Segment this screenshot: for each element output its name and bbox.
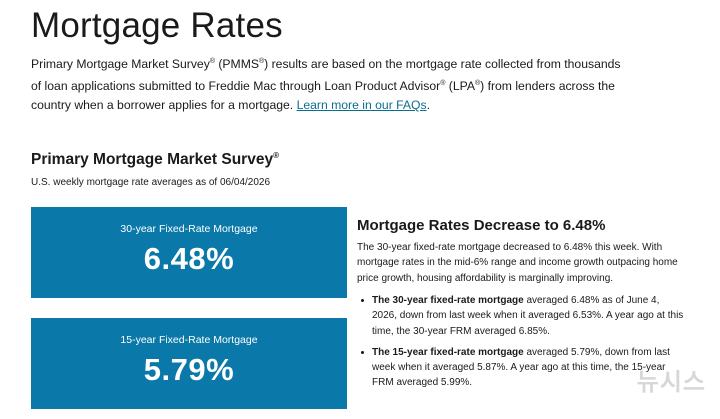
- intro-text: (LPA: [445, 79, 475, 94]
- rate-card-label: 30-year Fixed-Rate Mortgage: [120, 223, 258, 235]
- list-item: The 30-year fixed-rate mortgage averaged…: [357, 293, 687, 339]
- rate-card-30-year: 30-year Fixed-Rate Mortgage 6.48%: [31, 207, 347, 298]
- intro-text: ) results are based on the mortgage rate…: [31, 57, 621, 94]
- registered-mark: ®: [440, 80, 446, 88]
- rate-card-15-year: 15-year Fixed-Rate Mortgage 5.79%: [31, 318, 347, 409]
- summary-title: Mortgage Rates Decrease to 6.48%: [357, 217, 606, 234]
- as-of-date: U.S. weekly mortgage rate averages as of…: [31, 177, 271, 188]
- survey-title-text: Primary Mortgage Market Survey: [31, 151, 274, 169]
- bullet-text: averaged 5.79%, down from last week when…: [372, 346, 670, 389]
- intro-paragraph: Primary Mortgage Market Survey® (PMMS®) …: [31, 52, 621, 115]
- bullet-bold: The 30-year fixed-rate mortgage: [372, 295, 524, 306]
- bullet-text: averaged 6.48% as of June 4, 2026, down …: [372, 295, 684, 337]
- summary-bullets: The 30-year fixed-rate mortgage averaged…: [357, 293, 687, 397]
- registered-mark: ®: [474, 80, 481, 88]
- watermark: 뉴시스: [636, 368, 706, 396]
- registered-mark: ®: [273, 151, 279, 160]
- registered-mark: ®: [209, 58, 215, 65]
- registered-mark: ®: [259, 58, 265, 65]
- rate-card-value: 6.48%: [143, 241, 235, 276]
- intro-text: .: [426, 98, 431, 113]
- faq-link[interactable]: Learn more in our FAQs: [296, 98, 427, 113]
- list-item: The 15-year fixed-rate mortgage averaged…: [357, 345, 687, 391]
- intro-text: ) from lenders across the country when a…: [31, 79, 615, 113]
- intro-text: Primary Mortgage Market Survey: [31, 57, 210, 72]
- summary-text: The 30-year fixed-rate mortgage decrease…: [357, 242, 678, 284]
- intro-text: (PMMS: [214, 57, 259, 72]
- survey-title: Primary Mortgage Market Survey®: [31, 151, 279, 169]
- bullet-bold: The 15-year fixed-rate mortgage: [372, 346, 524, 358]
- rate-card-value: 5.79%: [143, 352, 235, 387]
- rate-card-label: 15-year Fixed-Rate Mortgage: [120, 334, 258, 346]
- page-title: Mortgage Rates: [31, 6, 283, 45]
